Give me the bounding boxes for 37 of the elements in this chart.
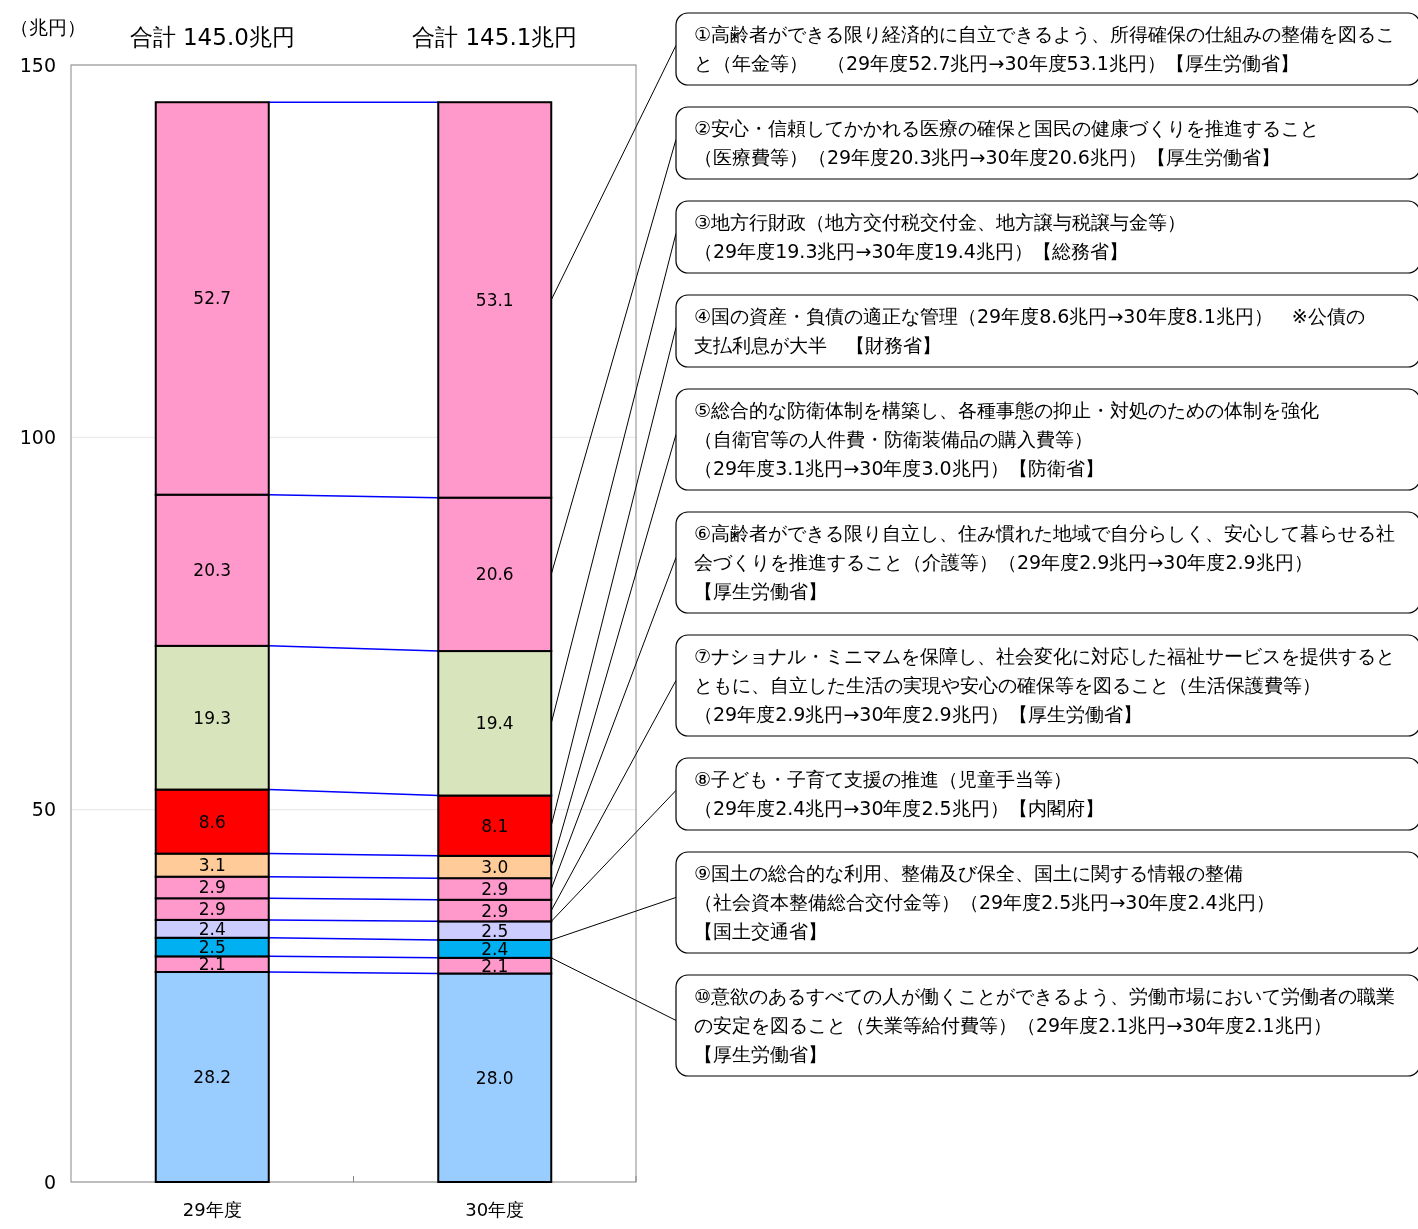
x-tick-label: 30年度 (465, 1199, 525, 1220)
annotation: ⑧子ども・子育て支援の推進（児童手当等）（29年度2.4兆円→30年度2.5兆円）【内閣府】 (694, 768, 1104, 819)
data-label: 2.4 (198, 918, 226, 939)
data-label: 19.3 (193, 707, 232, 728)
y-axis-title: （兆円） (10, 16, 86, 38)
data-label: 52.7 (193, 288, 232, 309)
text: ④国の資産・負債の適正な管理（29年度8.6兆円→30年度8.1兆円） ※公債の支払利息が大半 【財務省】 (694, 305, 1365, 356)
text: ⑦ナショナル・ミニマムを保障し、社会変化に対応した福祉サービスを提供するとともに、自立した生活の実現や安心の確保等を図ること（生活保護費等）（29年度2.9兆円→30年度2.9兆円）【厚生労働省】 (694, 645, 1396, 725)
data-label: 20.3 (193, 560, 232, 581)
y-tick-label: 100 (19, 425, 56, 448)
text: ②安心・信頼してかかれる医療の確保と国民の健康づくりを推進すること（医療費等）（29年度20.3兆円→30年度20.6兆円）【厚生労働省】 (694, 117, 1320, 168)
data-label: 8.6 (198, 811, 226, 832)
data-label: 2.9 (198, 877, 226, 898)
data-label: 53.1 (475, 289, 514, 310)
data-label: 2.5 (481, 920, 509, 941)
text: ①高齢者ができる限り経済的に自立できるよう、所得確保の仕組みの整備を図ること（年金等） （29年度52.7兆円→30年度53.1兆円）【厚生労働省】 (694, 23, 1396, 74)
text: ⑥高齢者ができる限り自立し、住み慣れた地域で自分らしく、安心して暮らせる社会づくりを推進すること（介護等）（29年度2.9兆円→30年度2.9兆円）【厚生労働省】 (694, 522, 1396, 602)
data-label: 3.1 (198, 855, 226, 876)
y-tick-label: 50 (31, 798, 56, 821)
data-label: 8.1 (481, 815, 509, 836)
y-tick-label: 0 (43, 1170, 56, 1193)
annotation: ⑩意欲のあるすべての人が働くことができるよう、労働市場において労働者の職業の安定を図ること（失業等給付費等）（29年度2.1兆円→30年度2.1兆円）【厚生労働省】 (694, 985, 1396, 1065)
x-tick-label: 29年度 (182, 1199, 242, 1220)
data-label: 3.0 (481, 856, 509, 877)
data-label: 2.9 (198, 899, 226, 920)
annotation: ⑨国土の総合的な利用、整備及び保全、国土に関する情報の整備（社会資本整備総合交付金等）（29年度2.5兆円→30年度2.4兆円）【国土交通省】 (694, 862, 1275, 942)
data-label: 20.6 (475, 564, 514, 585)
text: ③地方行財政（地方交付税交付金、地方譲与税譲与金等）（29年度19.3兆円→30年度19.4兆円）【総務省】 (694, 211, 1187, 262)
y-tick-label: 150 (19, 53, 56, 76)
data-label: 2.9 (481, 900, 509, 921)
total-label: 合計 145.1兆円 (412, 24, 578, 50)
data-label: 28.0 (475, 1067, 514, 1088)
data-label: 28.2 (193, 1066, 232, 1087)
text: ⑤総合的な防衛体制を構築し、各種事態の抑止・対処のための体制を強化（自衛官等の人件費・防衛装備品の購入費等）（29年度3.1兆円→30年度3.0兆円）【防衛省】 (694, 399, 1320, 479)
data-label: 2.9 (481, 878, 509, 899)
data-label: 19.4 (475, 713, 514, 734)
total-label: 合計 145.0兆円 (129, 24, 295, 50)
